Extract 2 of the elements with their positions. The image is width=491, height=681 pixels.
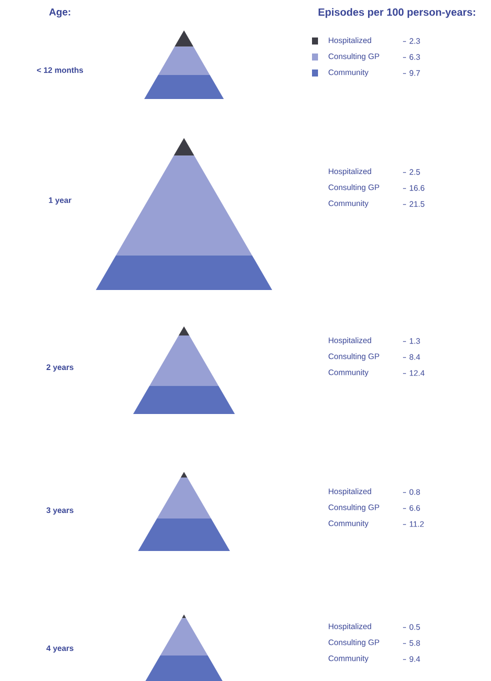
text: Episodes per 100 person-years: [318, 8, 476, 18]
text: Age: [49, 8, 70, 18]
